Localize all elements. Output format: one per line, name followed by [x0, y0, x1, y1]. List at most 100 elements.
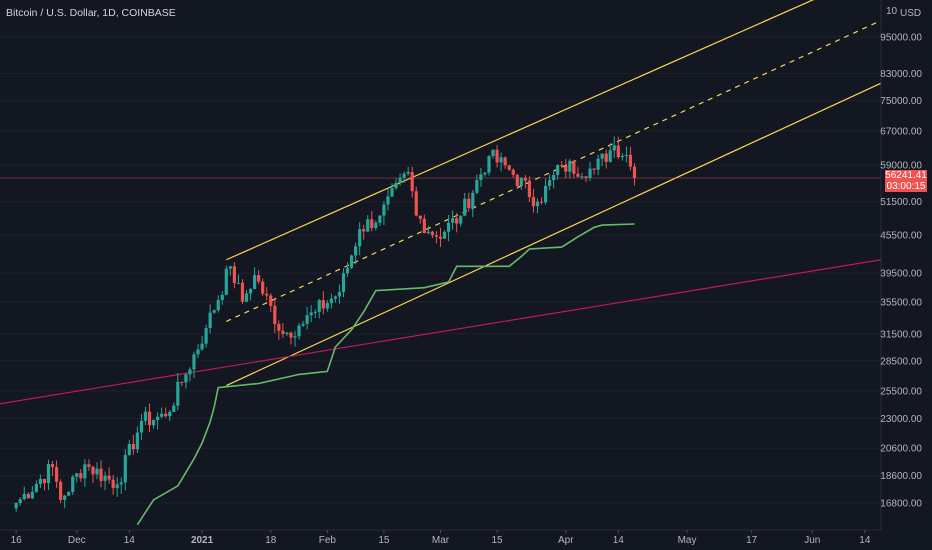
candle[interactable]: [568, 160, 572, 172]
candle[interactable]: [99, 468, 103, 481]
candle[interactable]: [370, 219, 374, 229]
candle[interactable]: [83, 464, 87, 479]
candle[interactable]: [543, 185, 548, 203]
candle[interactable]: [366, 219, 370, 232]
candle[interactable]: [584, 176, 588, 178]
candle[interactable]: [232, 266, 236, 284]
candle[interactable]: [75, 473, 79, 477]
candle[interactable]: [38, 478, 43, 485]
candle[interactable]: [228, 266, 232, 269]
candle[interactable]: [434, 235, 439, 237]
candle[interactable]: [475, 180, 479, 193]
candle[interactable]: [354, 246, 358, 256]
candle[interactable]: [596, 158, 600, 170]
candle[interactable]: [156, 416, 160, 421]
candle[interactable]: [67, 492, 71, 496]
candle[interactable]: [236, 282, 241, 284]
currency-label[interactable]: USD: [900, 8, 921, 19]
candle[interactable]: [119, 482, 123, 485]
candle[interactable]: [398, 177, 402, 183]
candle[interactable]: [188, 369, 192, 375]
candle[interactable]: [325, 303, 329, 309]
candle[interactable]: [523, 177, 527, 181]
candle[interactable]: [459, 215, 463, 224]
candle[interactable]: [588, 168, 592, 178]
candle[interactable]: [394, 182, 398, 189]
candle[interactable]: [257, 275, 261, 282]
candle[interactable]: [539, 201, 544, 203]
candle[interactable]: [374, 222, 378, 229]
candle[interactable]: [50, 464, 55, 468]
candle[interactable]: [430, 231, 435, 236]
candle[interactable]: [289, 332, 293, 338]
candle[interactable]: [467, 198, 471, 209]
candle[interactable]: [438, 236, 443, 239]
channel-lower-line[interactable]: [226, 82, 882, 387]
candle[interactable]: [321, 300, 325, 309]
candle[interactable]: [261, 281, 265, 294]
candle[interactable]: [313, 311, 317, 313]
candle[interactable]: [139, 420, 144, 433]
candle[interactable]: [628, 154, 633, 167]
price-axis[interactable]: 95000.00 83000.00 75000.00 67000.00 59000.00…: [880, 0, 922, 530]
candle[interactable]: [301, 323, 305, 326]
candle[interactable]: [305, 315, 309, 324]
candlestick-series[interactable]: [14, 136, 637, 512]
candle[interactable]: [46, 464, 51, 484]
candle[interactable]: [63, 495, 67, 500]
candle[interactable]: [479, 174, 483, 181]
candle[interactable]: [333, 296, 338, 299]
candle[interactable]: [107, 475, 111, 480]
candle[interactable]: [442, 231, 447, 239]
candle[interactable]: [176, 381, 180, 406]
candle[interactable]: [253, 275, 257, 290]
candle[interactable]: [564, 166, 568, 172]
candle[interactable]: [192, 354, 196, 370]
candle[interactable]: [115, 484, 119, 489]
candle[interactable]: [184, 374, 188, 383]
candle[interactable]: [208, 312, 212, 329]
candle[interactable]: [624, 154, 628, 156]
candle[interactable]: [240, 282, 245, 302]
candle[interactable]: [168, 411, 172, 417]
candle[interactable]: [556, 165, 560, 175]
time-axis[interactable]: 16 Dec 14 2021 18 Feb 15 Mar 15 Apr 14 May 17 Jun 14: [0, 529, 881, 546]
candle[interactable]: [103, 475, 107, 481]
candle[interactable]: [91, 466, 95, 475]
candle[interactable]: [414, 191, 418, 216]
candle[interactable]: [600, 153, 604, 159]
candle[interactable]: [519, 177, 523, 187]
candle[interactable]: [463, 198, 467, 216]
candle[interactable]: [79, 473, 83, 479]
candle[interactable]: [26, 493, 30, 499]
candle[interactable]: [390, 188, 394, 197]
candle[interactable]: [386, 196, 390, 205]
candle[interactable]: [362, 229, 366, 232]
candle[interactable]: [426, 231, 430, 234]
candle[interactable]: [22, 493, 26, 500]
candle[interactable]: [358, 229, 362, 247]
candle[interactable]: [131, 443, 135, 450]
candle[interactable]: [244, 293, 249, 302]
candle[interactable]: [42, 478, 47, 484]
candle[interactable]: [535, 201, 540, 207]
candle[interactable]: [224, 268, 228, 295]
candle[interactable]: [14, 503, 18, 509]
candle[interactable]: [572, 160, 576, 174]
candle[interactable]: [212, 310, 216, 313]
candle[interactable]: [71, 476, 75, 493]
candle[interactable]: [216, 300, 220, 311]
candle[interactable]: [576, 173, 580, 177]
candle[interactable]: [446, 222, 451, 232]
candle[interactable]: [531, 197, 536, 207]
candle[interactable]: [127, 443, 131, 456]
candle[interactable]: [616, 145, 620, 158]
candle[interactable]: [548, 180, 552, 186]
candle[interactable]: [345, 267, 350, 274]
candle[interactable]: [511, 169, 515, 175]
candle[interactable]: [515, 174, 519, 187]
candle[interactable]: [491, 149, 495, 157]
candle[interactable]: [59, 481, 63, 500]
candle[interactable]: [180, 381, 184, 383]
candle[interactable]: [451, 218, 455, 223]
